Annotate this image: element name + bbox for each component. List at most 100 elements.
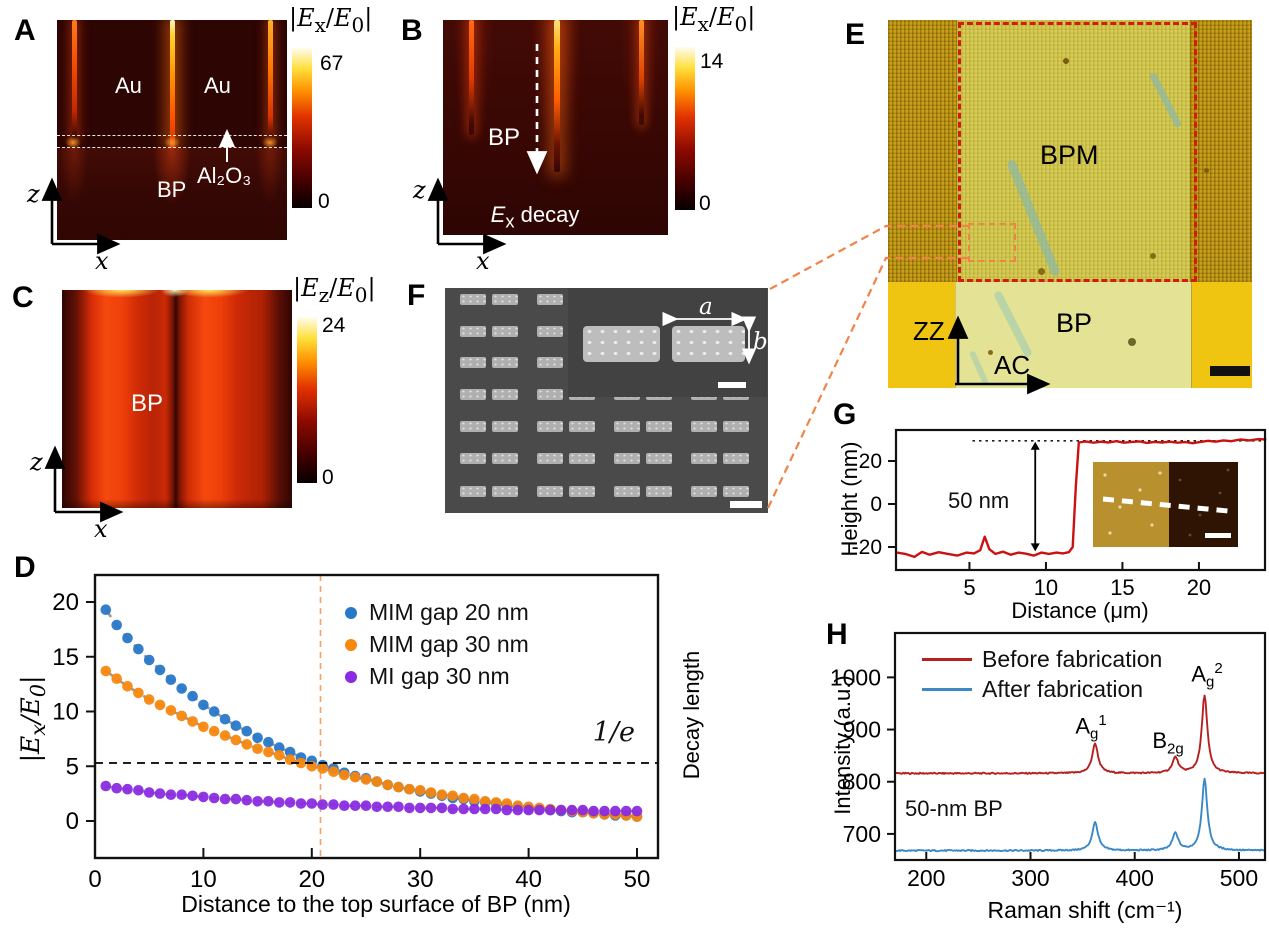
antenna-rect-large xyxy=(672,326,745,362)
field-glow xyxy=(253,148,287,228)
antenna-rect xyxy=(537,421,563,432)
field-glow xyxy=(149,148,195,228)
x-axis-label-d: Distance to the top surface of BP (nm) xyxy=(181,891,571,917)
zz-axis-label: ZZ xyxy=(913,316,945,346)
antenna-rect xyxy=(646,486,672,497)
zoom-callout-box xyxy=(968,223,1016,262)
axis-x-label-a: x xyxy=(95,247,109,275)
svg-text:200: 200 xyxy=(907,865,945,891)
antenna-rect xyxy=(460,326,486,337)
antenna-rect xyxy=(569,421,595,432)
bottom-shade xyxy=(62,499,292,508)
antenna-rect xyxy=(691,453,717,464)
chart-h-plot: 200 300 400 500 700 800 900 1000 xyxy=(830,631,1267,891)
antenna-rect xyxy=(537,389,563,400)
bp-label: BP xyxy=(1056,308,1093,338)
antenna-rect xyxy=(492,389,518,400)
svg-text:10: 10 xyxy=(1034,575,1058,600)
panel-label-b: B xyxy=(401,14,423,47)
dimension-a-label: a xyxy=(699,294,713,320)
antenna-rect xyxy=(691,486,717,497)
heatmap-panel-b: BP Ex decay xyxy=(443,20,668,235)
dust-speck xyxy=(1038,268,1045,275)
chart-panel-h: 200 300 400 500 700 800 900 1000 Intensity (a.u… xyxy=(818,618,1269,933)
antenna-rect xyxy=(460,421,486,432)
antenna-rect xyxy=(492,453,518,464)
axis-z-label-b: z xyxy=(413,176,426,204)
antenna-rect xyxy=(460,357,486,368)
field-streak xyxy=(268,20,273,142)
au-label-right: Au xyxy=(204,73,231,98)
antenna-rect xyxy=(646,421,672,432)
antenna-rect-large xyxy=(583,326,660,362)
optical-image-panel-e: BPM BP ZZ AC xyxy=(888,20,1252,388)
peak-label-ag1: Ag1 xyxy=(1075,712,1107,743)
scale-bar xyxy=(1210,366,1250,376)
axis-x-label-b: x xyxy=(476,247,490,275)
scale-bar xyxy=(718,382,746,388)
bp-label: BP xyxy=(488,124,521,151)
panel-label-e: E xyxy=(845,18,866,51)
au-label-left: Au xyxy=(115,73,142,98)
sem-inset xyxy=(568,288,767,397)
hot-spot xyxy=(65,136,81,149)
antenna-array-region xyxy=(888,20,957,282)
x-axis-label-g: Distance (μm) xyxy=(1011,598,1149,623)
field-streak xyxy=(639,20,644,125)
colorbar-b xyxy=(675,47,695,210)
svg-text:15: 15 xyxy=(52,644,79,671)
svg-text:5: 5 xyxy=(66,753,79,780)
x-axis-label-h: Raman shift (cm⁻¹) xyxy=(987,897,1183,923)
panel-label-f: F xyxy=(407,279,426,312)
alumina-layer-line xyxy=(57,147,287,148)
chart-panel-d: 0 10 20 30 40 50 0 5 10 15 20 |Ex/E0| Decay length… xyxy=(15,555,720,933)
antenna-rect xyxy=(460,294,486,305)
right-axis-label-d: Decay length xyxy=(679,650,704,780)
antenna-rect xyxy=(537,294,563,305)
antenna-rect xyxy=(537,486,563,497)
colorbar-b-title: |Ex/E0| xyxy=(672,3,756,36)
antenna-rect xyxy=(460,389,486,400)
antenna-rect xyxy=(723,486,749,497)
svg-text:0: 0 xyxy=(66,808,79,835)
ac-axis-label: AC xyxy=(994,350,1031,380)
field-streak xyxy=(170,20,175,148)
colorbar-a-title: |Ex/E0| xyxy=(289,4,373,37)
legend-text: MI gap 30 nm xyxy=(369,663,510,689)
antenna-rect xyxy=(492,357,518,368)
thickness-annotation: 50-nm BP xyxy=(905,796,1003,821)
colorbar-a-min: 0 xyxy=(318,190,330,213)
legend-dot xyxy=(345,606,357,619)
dust-speck xyxy=(1063,58,1069,64)
heatmap-panel-a: Au Au BP Al₂O₃ xyxy=(57,20,287,240)
ex-decay-label: Ex decay xyxy=(490,202,580,232)
peak-label-ag2: Ag2 xyxy=(1191,660,1223,691)
colorbar-b-max: 14 xyxy=(700,50,724,73)
antenna-rect xyxy=(691,421,717,432)
svg-text:-20: -20 xyxy=(852,536,882,559)
colorbar-a xyxy=(292,48,312,208)
antenna-rect xyxy=(723,453,749,464)
dust-speck xyxy=(988,350,993,355)
y-axis-label-g: Height (nm) xyxy=(837,441,862,557)
svg-text:30: 30 xyxy=(407,866,434,893)
chart-d-plot: 0 10 20 30 40 50 0 5 10 15 20 xyxy=(52,573,660,893)
panel-label-c: C xyxy=(12,281,34,314)
antenna-rect xyxy=(537,326,563,337)
antenna-rect xyxy=(537,453,563,464)
alumina-label: Al₂O₃ xyxy=(197,163,252,188)
panel-label-a: A xyxy=(14,14,36,47)
antenna-rect xyxy=(569,486,595,497)
axis-z-label-a: z xyxy=(27,180,40,208)
legend-item: Before fabrication xyxy=(922,646,1162,673)
one-over-e-label: 1/e xyxy=(592,717,635,748)
antenna-rect xyxy=(614,421,640,432)
dust-speck xyxy=(1204,168,1209,173)
svg-text:15: 15 xyxy=(1110,575,1134,600)
dimension-b-label: b xyxy=(753,329,768,355)
bp-label: BP xyxy=(157,177,187,202)
svg-text:0: 0 xyxy=(88,866,101,893)
bp-label: BP xyxy=(130,390,163,417)
colorbar-c-min: 0 xyxy=(322,466,334,489)
